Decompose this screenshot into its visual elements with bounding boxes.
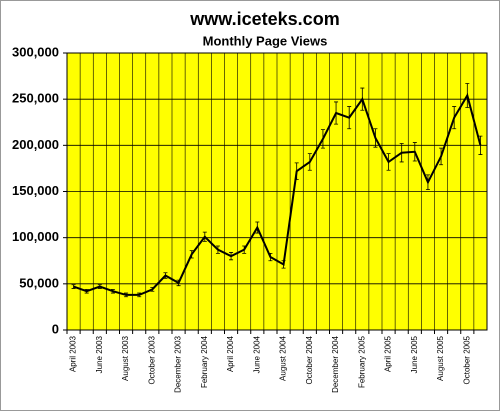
- error-bar: [202, 231, 207, 242]
- y-tick-label: 300,000: [12, 44, 59, 59]
- error-bar: [360, 87, 365, 111]
- error-bar: [97, 284, 102, 289]
- y-tick-label: 100,000: [12, 229, 59, 244]
- x-tick-label: February 2004: [200, 335, 209, 388]
- error-bar: [255, 221, 260, 234]
- x-tick-label: April 2004: [226, 335, 235, 372]
- error-bar: [452, 106, 457, 130]
- x-tick-label: August 2004: [279, 335, 288, 380]
- error-bar: [412, 142, 417, 162]
- error-bar: [399, 143, 404, 163]
- y-tick-label: 150,000: [12, 183, 59, 198]
- y-tick-label: 200,000: [12, 137, 59, 152]
- error-bar: [347, 106, 352, 130]
- x-tick-label: December 2004: [331, 335, 340, 392]
- x-tick-label: June 2003: [95, 335, 104, 373]
- error-bar: [242, 245, 247, 254]
- y-tick-label: 250,000: [12, 91, 59, 106]
- line: [73, 92, 482, 296]
- error-bar: [320, 129, 325, 149]
- error-bar: [439, 147, 444, 166]
- error-bar: [373, 128, 378, 148]
- error-bar: [334, 101, 339, 125]
- error-bar: [281, 260, 286, 269]
- x-tick-label: October 2003: [147, 335, 156, 384]
- error-bar: [189, 250, 194, 259]
- error-bar: [229, 252, 234, 261]
- x-tick-label: August 2005: [436, 335, 445, 380]
- error-bar: [124, 292, 129, 298]
- error-bar: [215, 245, 220, 254]
- x-tick-label: April 2003: [69, 335, 78, 372]
- error-bar: [294, 162, 299, 180]
- error-bar: [150, 287, 155, 292]
- chart-title: www.iceteks.com: [189, 9, 339, 29]
- y-tick-label: 0: [52, 321, 59, 336]
- error-bar: [307, 153, 312, 171]
- error-bar: [478, 135, 483, 155]
- x-tick-label: August 2003: [121, 335, 130, 380]
- error-bar: [163, 272, 168, 279]
- x-tick-label: June 2004: [252, 335, 261, 373]
- x-tick-label: October 2004: [305, 335, 314, 384]
- chart-subtitle: Monthly Page Views: [203, 33, 328, 48]
- error-bar: [386, 153, 391, 171]
- x-tick-label: December 2003: [174, 335, 183, 392]
- y-tick-label: 50,000: [19, 275, 59, 290]
- error-bar: [268, 252, 273, 262]
- error-bar: [465, 83, 470, 108]
- error-bar: [71, 284, 76, 289]
- error-bar: [176, 279, 181, 287]
- error-bar: [137, 292, 142, 298]
- error-bar: [110, 288, 115, 294]
- error-bar: [425, 174, 430, 191]
- error-bar: [84, 288, 89, 294]
- x-tick-label: June 2005: [410, 335, 419, 373]
- x-tick-label: February 2005: [357, 335, 366, 388]
- x-tick-label: October 2005: [462, 335, 471, 384]
- x-tick-label: April 2005: [384, 335, 393, 372]
